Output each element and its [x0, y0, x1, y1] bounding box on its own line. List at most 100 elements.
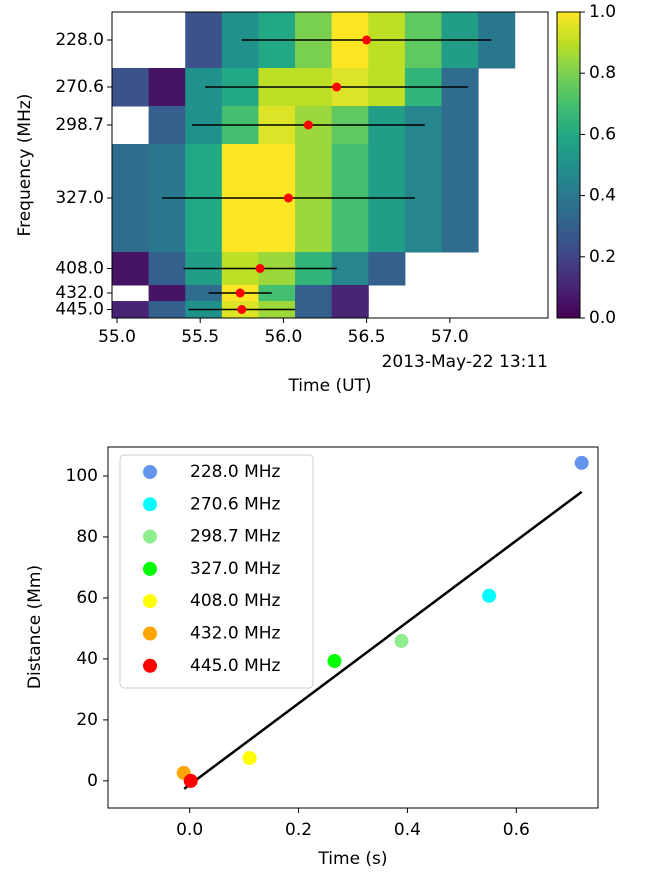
heatmap-cell: [112, 252, 150, 286]
colorbar-tick-label: 1.0: [589, 2, 616, 22]
heatmap-cell: [148, 285, 186, 302]
colorbar-segment: [557, 183, 580, 187]
colorbar-segment: [557, 177, 580, 181]
y-tick-label: 40: [76, 649, 98, 669]
legend-label: 445.0 MHz: [190, 656, 281, 676]
x-tick-label: 57.0: [431, 327, 469, 347]
error-bar-center: [235, 288, 245, 298]
colorbar-frame: [556, 11, 581, 319]
colorbar-segment: [557, 232, 580, 236]
colorbar-segment: [557, 119, 580, 123]
colorbar-segment: [557, 100, 580, 105]
x-tick-label: 0.6: [503, 820, 530, 840]
colorbar-segment: [557, 171, 580, 175]
error-bar-center: [283, 193, 293, 203]
heatmap-cell: [331, 252, 369, 286]
colorbar-segment: [557, 314, 580, 319]
y-tick-label: 60: [76, 588, 98, 608]
colorbar-segment: [557, 189, 580, 194]
colorbar-segment: [557, 48, 580, 53]
legend-marker: [143, 594, 157, 609]
colorbar-segment: [557, 91, 580, 96]
error-bar-center: [237, 305, 247, 314]
legend-label: 327.0 MHz: [190, 559, 281, 579]
colorbar-segment: [557, 165, 580, 169]
colorbar-segment: [557, 134, 580, 138]
colorbar-segment: [557, 112, 580, 117]
colorbar-segment: [557, 140, 580, 145]
colorbar-segment: [557, 305, 580, 310]
legend-label: 228.0 MHz: [190, 462, 281, 482]
colorbar-segment: [557, 275, 580, 279]
scatter-point: [242, 750, 257, 765]
legend-marker: [143, 626, 157, 641]
colorbar-segment: [557, 128, 580, 132]
y-tick-label: 270.6: [55, 77, 104, 97]
colorbar-segment: [557, 198, 580, 203]
heatmap-cell: [368, 252, 406, 286]
colorbar-segment: [557, 281, 580, 285]
colorbar-segment: [557, 192, 580, 197]
error-bar-center: [332, 82, 342, 92]
x-offset-label: 2013-May-22 13:11: [382, 352, 548, 372]
colorbar-segment: [557, 70, 580, 74]
colorbar-segment: [557, 308, 580, 313]
colorbar-segment: [557, 238, 580, 242]
colorbar-segment: [557, 57, 580, 62]
colorbar-segment: [557, 30, 580, 34]
colorbar-segment: [557, 210, 580, 215]
x-axis-label: Time (s): [317, 849, 387, 869]
colorbar-segment: [557, 195, 580, 200]
legend-label: 432.0 MHz: [190, 624, 281, 644]
heatmap-cell: [185, 285, 223, 302]
x-tick-label: 55.0: [98, 327, 136, 347]
colorbar-segment: [557, 247, 580, 252]
colorbar-segment: [557, 311, 580, 316]
colorbar-segment: [557, 97, 580, 102]
heatmap-cell: [331, 285, 369, 302]
y-tick-label: 80: [76, 527, 98, 547]
colorbar-segment: [557, 94, 580, 99]
colorbar-segment: [557, 241, 580, 246]
legend-marker: [143, 497, 157, 512]
colorbar-segment: [557, 125, 580, 129]
y-tick-label: 298.7: [55, 115, 104, 135]
colorbar-segment: [557, 158, 580, 163]
colorbar-segment: [557, 143, 580, 148]
colorbar-segment: [557, 174, 580, 178]
error-bar-center: [255, 264, 265, 273]
colorbar-segment: [557, 82, 580, 86]
colorbar-segment: [557, 213, 580, 218]
colorbar-tick-label: 0.4: [589, 186, 616, 206]
scatter-point: [482, 588, 497, 603]
heatmap-cell: [295, 285, 333, 302]
legend-marker: [143, 529, 157, 544]
heatmap-cell: [148, 68, 186, 107]
colorbar-segment: [557, 207, 580, 212]
x-tick-label: 56.0: [264, 327, 302, 347]
y-tick-label: 327.0: [55, 188, 104, 208]
colorbar-segment: [557, 155, 580, 160]
legend-label: 298.7 MHz: [190, 527, 281, 547]
colorbar-segment: [557, 223, 580, 227]
colorbar-segment: [557, 39, 580, 44]
colorbar-segment: [557, 67, 580, 71]
colorbar-segment: [557, 226, 580, 230]
colorbar-segment: [557, 21, 580, 25]
heatmap-cell: [148, 301, 186, 319]
colorbar-tick-label: 0.6: [589, 124, 616, 144]
colorbar-segment: [557, 33, 580, 37]
scatter-point: [183, 773, 198, 788]
colorbar-tick-label: 0.2: [589, 247, 616, 267]
colorbar-segment: [557, 284, 580, 288]
x-tick-label: 56.5: [348, 327, 386, 347]
legend-marker: [143, 465, 157, 479]
colorbar-segment: [557, 42, 580, 47]
y-tick-label: 0: [87, 771, 98, 791]
colorbar-segment: [557, 15, 580, 19]
legend-box: [119, 454, 314, 689]
x-tick-label: 0.4: [394, 820, 421, 840]
colorbar-segment: [557, 45, 580, 50]
colorbar-segment: [557, 85, 580, 89]
heatmap-cell: [441, 144, 479, 253]
